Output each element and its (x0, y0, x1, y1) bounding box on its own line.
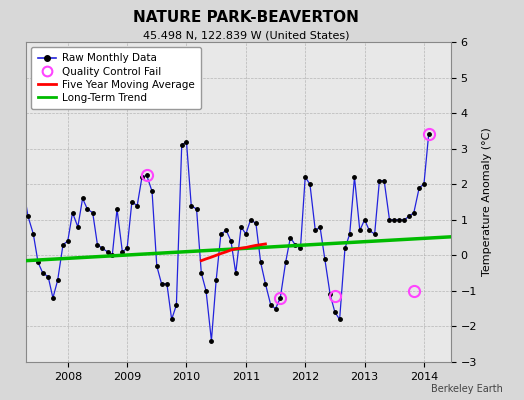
Text: NATURE PARK-BEAVERTON: NATURE PARK-BEAVERTON (133, 10, 359, 25)
Text: 45.498 N, 122.839 W (United States): 45.498 N, 122.839 W (United States) (143, 30, 350, 40)
Legend: Raw Monthly Data, Quality Control Fail, Five Year Moving Average, Long-Term Tren: Raw Monthly Data, Quality Control Fail, … (31, 47, 201, 109)
Y-axis label: Temperature Anomaly (°C): Temperature Anomaly (°C) (483, 128, 493, 276)
Text: Berkeley Earth: Berkeley Earth (431, 384, 503, 394)
